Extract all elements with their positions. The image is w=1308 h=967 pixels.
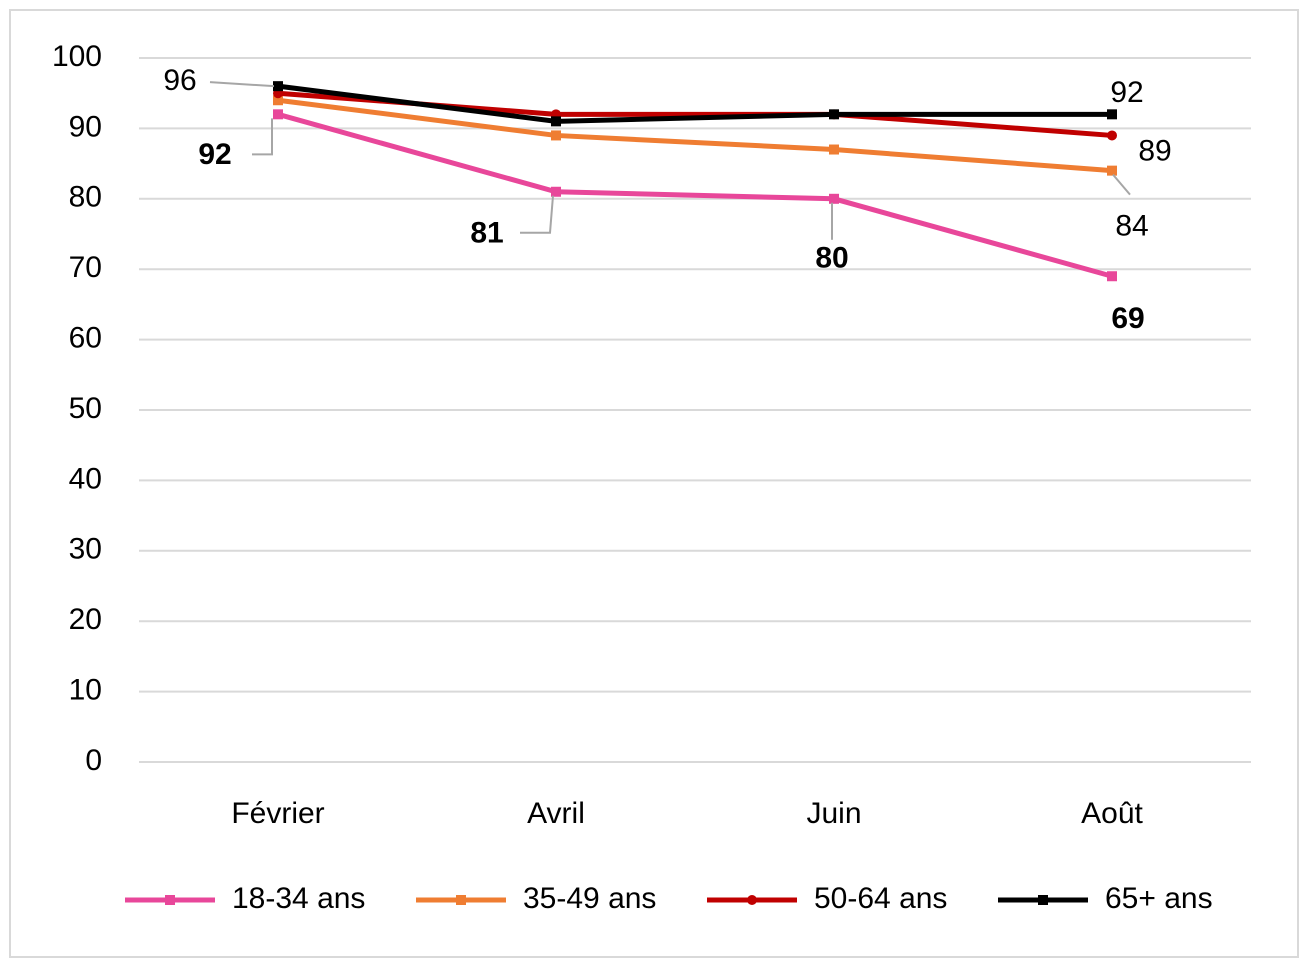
y-tick-label: 90 xyxy=(69,110,102,143)
y-tick-label: 80 xyxy=(69,181,102,214)
data-label: 92 xyxy=(198,138,231,171)
data-point xyxy=(551,130,561,141)
y-tick-label: 30 xyxy=(69,533,102,566)
data-point xyxy=(273,109,283,120)
series-line xyxy=(277,97,1113,174)
data-point xyxy=(273,81,283,92)
y-tick-label: 60 xyxy=(69,322,102,355)
data-point xyxy=(551,186,561,197)
leader-line xyxy=(1112,173,1131,196)
series-line xyxy=(277,83,1112,124)
data-point xyxy=(829,109,839,120)
data-label: 69 xyxy=(1111,302,1144,335)
x-tick-label: Juin xyxy=(806,797,861,830)
data-label: 92 xyxy=(1110,76,1143,109)
data-point xyxy=(1107,165,1117,176)
data-point xyxy=(829,193,839,204)
data-point xyxy=(1107,271,1117,282)
y-tick-label: 20 xyxy=(69,603,102,636)
leader-line xyxy=(252,118,273,156)
y-tick-label: 0 xyxy=(85,744,102,777)
x-tick-label: Avril xyxy=(527,797,585,830)
x-tick-label: Février xyxy=(231,797,324,830)
data-point xyxy=(1107,130,1117,141)
leader-line xyxy=(209,81,275,88)
legend-marker xyxy=(747,895,757,905)
y-tick-label: 10 xyxy=(69,674,102,707)
y-tick-label: 40 xyxy=(69,462,102,495)
data-point xyxy=(273,95,283,106)
data-point xyxy=(1107,109,1117,120)
y-tick-label: 100 xyxy=(52,40,102,73)
legend-marker xyxy=(456,895,466,905)
legend-label: 65+ ans xyxy=(1105,882,1213,915)
data-label: 81 xyxy=(470,217,503,250)
data-label: 84 xyxy=(1115,210,1148,243)
data-point xyxy=(551,116,561,127)
legend-label: 35-49 ans xyxy=(523,882,656,915)
x-tick-label: Août xyxy=(1081,797,1143,830)
y-tick-label: 70 xyxy=(69,251,102,284)
data-point xyxy=(829,144,839,155)
legend-marker xyxy=(1038,895,1048,905)
data-label: 96 xyxy=(163,64,196,97)
legend-label: 18-34 ans xyxy=(232,882,365,915)
legend-marker xyxy=(165,895,175,905)
data-label: 80 xyxy=(815,242,848,275)
y-tick-label: 50 xyxy=(69,392,102,425)
legend-label: 50-64 ans xyxy=(814,882,947,915)
series-line xyxy=(277,111,1113,279)
data-label: 89 xyxy=(1138,134,1171,167)
leader-line xyxy=(520,195,554,234)
